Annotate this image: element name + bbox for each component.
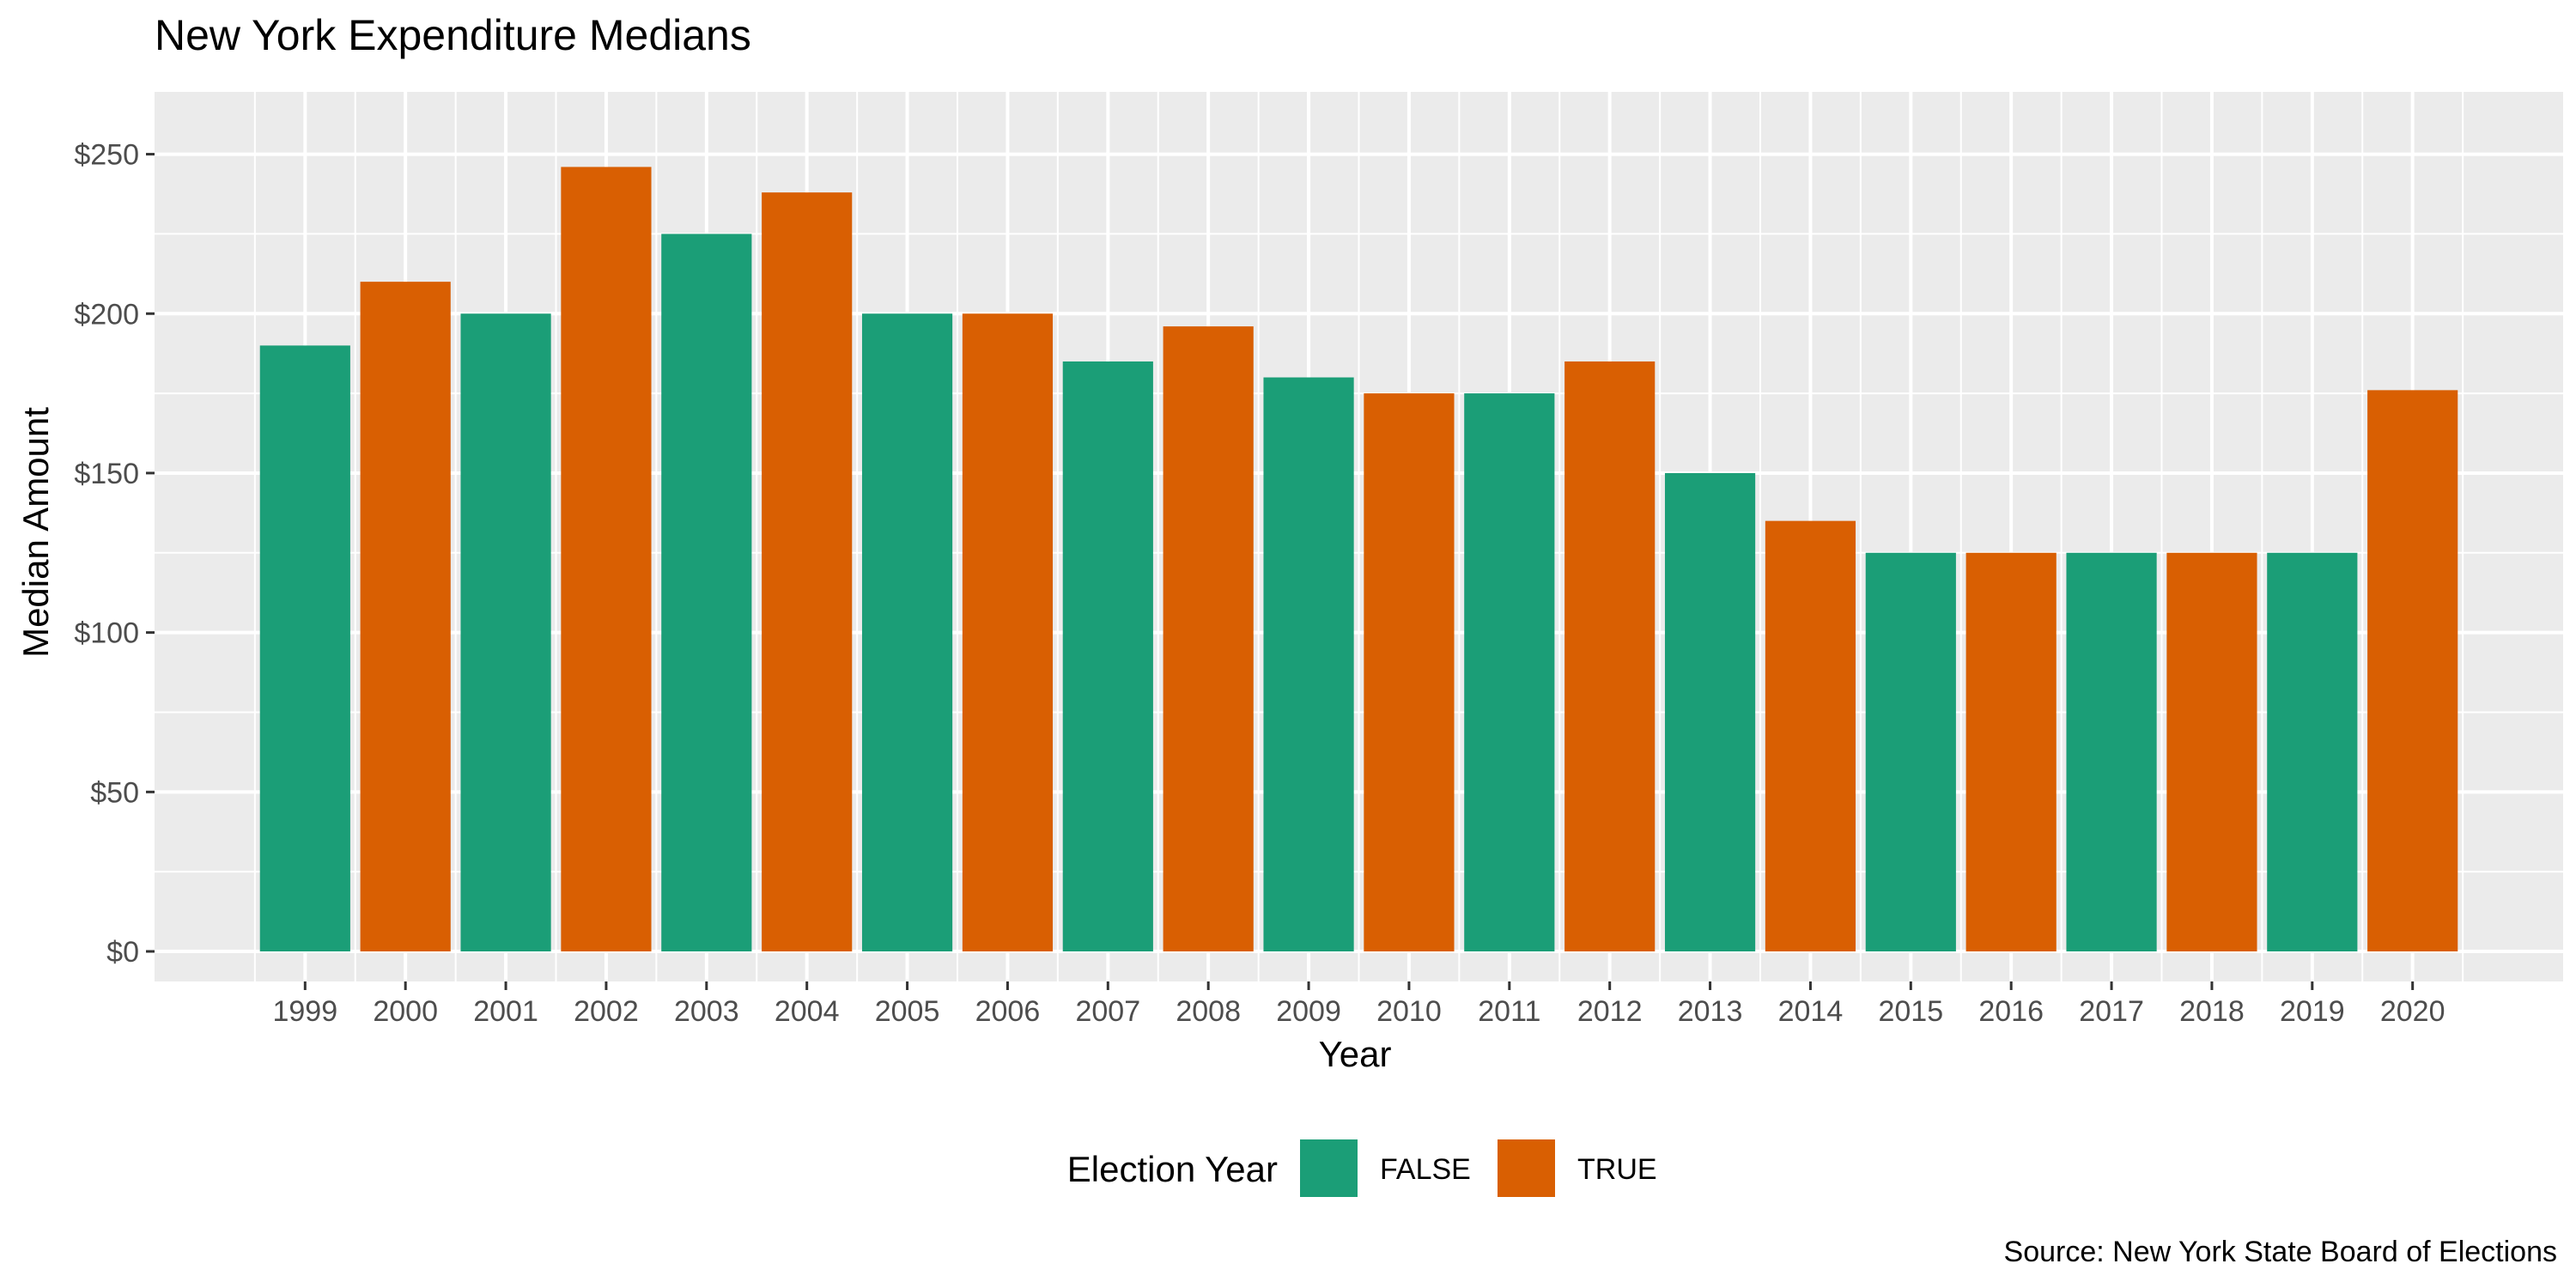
x-tick-label: 2010 (1376, 995, 1442, 1028)
x-tick-label: 2009 (1276, 995, 1341, 1028)
x-tick-label: 2003 (674, 995, 739, 1028)
y-axis-title: Median Amount (15, 407, 56, 658)
x-tick-label: 2020 (2380, 995, 2445, 1028)
x-tick-label: 2016 (1978, 995, 2044, 1028)
legend-title: Election Year (1067, 1149, 1278, 1189)
y-axis-ticks: $0 $50 $100 $150 $200 $250 (74, 139, 155, 969)
x-tick-label: 2011 (1478, 995, 1540, 1028)
x-tick-label: 2002 (574, 995, 639, 1028)
bar-2006 (962, 313, 1054, 951)
bar-2018 (2166, 552, 2257, 951)
x-tick-label: 2012 (1577, 995, 1643, 1028)
x-tick-label: 2008 (1176, 995, 1241, 1028)
x-tick-label: 2019 (2280, 995, 2345, 1028)
y-tick-label: $0 (106, 936, 139, 969)
x-tick-label: 2000 (373, 995, 438, 1028)
x-tick-label: 2017 (2079, 995, 2144, 1028)
y-tick-label: $250 (74, 139, 139, 172)
legend: Election Year FALSE TRUE (1067, 1139, 1657, 1197)
x-tick-label: 1999 (272, 995, 337, 1028)
bar-2010 (1364, 393, 1455, 951)
bar-2012 (1564, 361, 1656, 951)
bar-2001 (460, 313, 551, 951)
x-tick-label: 2005 (875, 995, 940, 1028)
bar-2019 (2267, 552, 2358, 951)
bar-1999 (259, 345, 350, 952)
bar-2014 (1765, 520, 1856, 951)
x-tick-label: 2004 (775, 995, 840, 1028)
x-tick-label: 2014 (1778, 995, 1844, 1028)
x-tick-label: 2007 (1075, 995, 1140, 1028)
y-tick-label: $200 (74, 298, 139, 331)
x-tick-label: 2015 (1878, 995, 1943, 1028)
legend-key-true (1498, 1139, 1555, 1197)
bar-2020 (2367, 390, 2458, 951)
x-axis-title: Year (1319, 1034, 1392, 1074)
legend-key-false (1300, 1139, 1358, 1197)
x-tick-label: 2001 (473, 995, 538, 1028)
bar-2016 (1965, 552, 2057, 951)
bar-2009 (1263, 377, 1354, 951)
bar-2002 (561, 167, 652, 951)
bar-2017 (2066, 552, 2157, 951)
x-tick-label: 2018 (2179, 995, 2245, 1028)
bar-2003 (661, 234, 752, 951)
bar-2004 (762, 192, 853, 952)
bar-2007 (1062, 361, 1153, 951)
legend-label-true: TRUE (1577, 1153, 1657, 1186)
bar-2005 (861, 313, 953, 951)
y-tick-label: $100 (74, 617, 139, 650)
chart-caption: Source: New York State Board of Election… (2004, 1236, 2557, 1268)
bar-2015 (1865, 552, 1956, 951)
x-axis-ticks: 1999 2000 2001 2002 2003 2004 2005 2006 2007 2008… (272, 981, 2445, 1028)
bar-2008 (1163, 326, 1254, 951)
minor-gridlines (155, 92, 2563, 981)
chart-title: New York Expenditure Medians (155, 11, 751, 59)
y-tick-label: $150 (74, 458, 139, 490)
y-tick-label: $50 (90, 776, 139, 809)
bar-2011 (1464, 393, 1555, 951)
x-tick-label: 2013 (1678, 995, 1743, 1028)
bar-2013 (1664, 472, 1756, 951)
bars (259, 167, 2458, 952)
bar-2000 (360, 282, 451, 951)
x-tick-label: 2006 (975, 995, 1041, 1028)
legend-label-false: FALSE (1380, 1153, 1471, 1186)
